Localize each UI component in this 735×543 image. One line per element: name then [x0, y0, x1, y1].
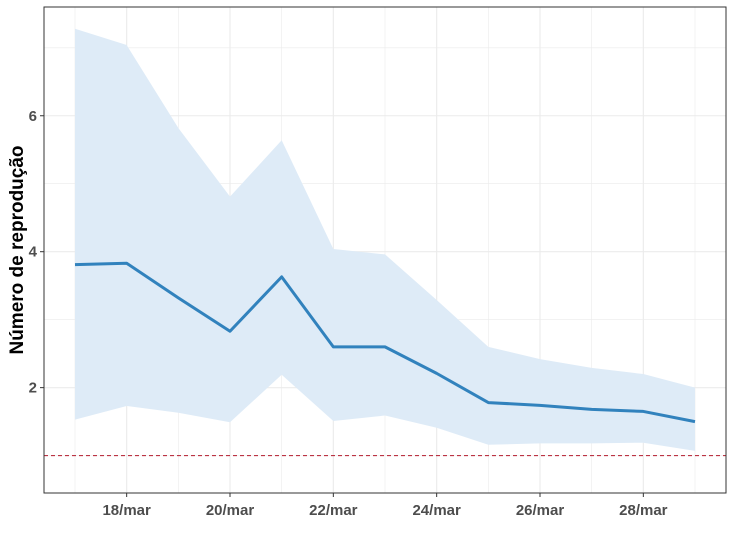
- y-axis: 2 4 6: [29, 108, 44, 397]
- x-tick-label: 22/mar: [309, 502, 358, 519]
- plot-border: [43, 6, 727, 494]
- series-line: [74, 261, 696, 424]
- y-tick-label: 4: [29, 244, 38, 261]
- y-tick-label: 6: [29, 108, 37, 125]
- x-tick-label: 28/mar: [619, 502, 668, 519]
- x-tick-label: 26/mar: [516, 502, 565, 519]
- x-tick-label: 18/mar: [102, 502, 151, 519]
- x-tick-label: 24/mar: [412, 502, 461, 519]
- confidence-band: [75, 28, 695, 451]
- x-tick-label: 20/mar: [206, 502, 255, 519]
- y-axis-title: Número de reprodução: [7, 145, 28, 354]
- y-tick-label: 2: [29, 380, 37, 397]
- x-axis: 18/mar 20/mar 22/mar 24/mar 26/mar 28/mar: [102, 493, 668, 519]
